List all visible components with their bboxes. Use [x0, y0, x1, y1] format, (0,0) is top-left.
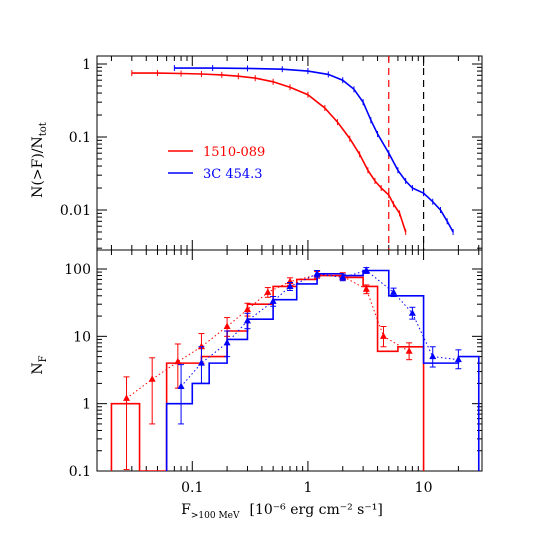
xlabel-units: [10⁻⁶ erg cm⁻² s⁻¹] — [250, 502, 383, 518]
y-tick-label: 0.1 — [69, 130, 91, 146]
data-point — [362, 285, 370, 292]
data-trend-line — [180, 269, 459, 387]
data-point — [269, 297, 277, 304]
histogram-step — [110, 274, 425, 471]
data-point — [243, 316, 251, 324]
bottom-ylabel-sub: F — [38, 355, 49, 362]
histogram-step — [165, 269, 480, 471]
bottom-ylabel-main: N — [30, 362, 46, 374]
data-point — [429, 352, 437, 360]
cumulative-curve — [174, 67, 454, 233]
legend-label-blue: 3C 454.3 — [203, 167, 263, 182]
x-tick-label: 0.1 — [181, 480, 203, 496]
bottom-panel: 100 10 1 0.1 0.1 1 10 — [64, 249, 483, 496]
y-tick-label: 0.01 — [60, 203, 91, 219]
plot-area — [131, 56, 454, 250]
y-tick-label: 0.1 — [69, 464, 91, 480]
data-point — [362, 266, 370, 273]
y-tick-label: 1 — [82, 57, 91, 73]
xlabel-sub: >100 MeV — [191, 511, 240, 521]
data-point — [197, 359, 205, 366]
y-tick-label: 10 — [73, 329, 91, 345]
data-point — [286, 282, 294, 289]
data-point — [264, 288, 272, 295]
legend: 1510-089 3C 454.3 — [168, 145, 265, 182]
top-ylabel: N(>F)/Ntot — [30, 122, 49, 198]
data-point — [243, 305, 251, 313]
bottom-ylabel: NF — [30, 355, 49, 374]
xlabel-main: F — [181, 502, 191, 518]
data-point — [148, 375, 156, 382]
data-point — [123, 394, 131, 401]
data-point — [339, 273, 347, 280]
top-ylabel-main: N(>F)/N — [30, 136, 46, 198]
plot-area — [110, 266, 480, 471]
data-point — [408, 309, 416, 316]
x-axis-label: F>100 MeV [10⁻⁶ erg cm⁻² s⁻¹] — [181, 502, 383, 521]
data-point — [313, 269, 321, 277]
top-ylabel-sub: tot — [38, 122, 49, 136]
panel-frame — [96, 55, 483, 251]
data-point — [177, 382, 185, 389]
y-tick-label: 100 — [64, 262, 91, 278]
data-point — [405, 347, 413, 354]
panel-frame — [96, 249, 483, 472]
data-point — [197, 342, 205, 350]
data-point — [379, 332, 387, 339]
data-point — [390, 288, 398, 295]
data-point — [223, 322, 231, 329]
data-point — [223, 338, 231, 346]
top-panel: 1 0.1 0.01 — [60, 55, 483, 251]
data-point — [174, 357, 182, 365]
legend-label-red: 1510-089 — [203, 145, 265, 160]
cumulative-curve — [131, 72, 407, 233]
data-point — [454, 355, 462, 363]
y-tick-label: 1 — [82, 397, 91, 413]
x-tick-label: 10 — [415, 480, 433, 496]
x-tick-label: 1 — [303, 480, 312, 496]
